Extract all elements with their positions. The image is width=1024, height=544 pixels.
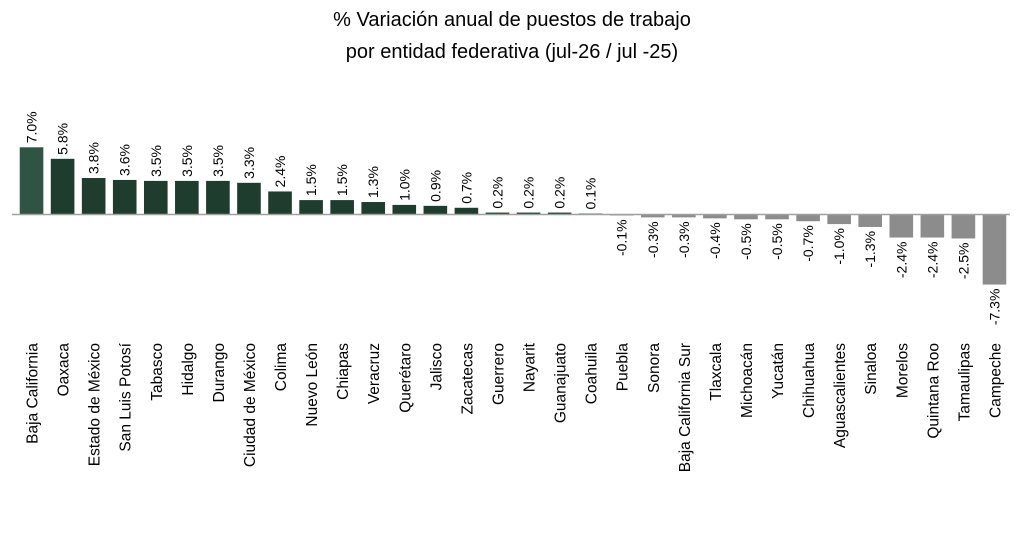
category-label: Tabasco	[149, 343, 166, 401]
data-label: 1.5%	[303, 164, 319, 196]
bar	[951, 214, 976, 239]
category-label: Sonora	[646, 343, 663, 393]
bar	[547, 212, 572, 215]
data-label: 3.6%	[117, 144, 133, 176]
data-label: 2.4%	[272, 156, 288, 188]
category-label: Yucatán	[770, 343, 787, 399]
category-label: Durango	[211, 343, 228, 402]
bar	[299, 200, 323, 215]
data-label: 0.2%	[552, 177, 568, 209]
bar	[81, 178, 106, 215]
category-label: Tamaulipas	[956, 343, 973, 422]
data-label: -1.0%	[831, 228, 847, 265]
category-label: Estado de México	[87, 343, 104, 466]
bar	[361, 202, 386, 215]
category-label: Morelos	[894, 343, 911, 398]
data-label: -2.5%	[955, 243, 971, 280]
data-label: 3.5%	[179, 145, 195, 177]
category-label: San Luis Potosí	[118, 342, 135, 451]
category-label: Aguascalientes	[832, 343, 849, 448]
chart-title-line-2: por entidad federativa (jul-26 / jul -25…	[345, 41, 679, 63]
bar	[330, 200, 354, 215]
bar	[796, 214, 820, 222]
bar	[516, 212, 541, 215]
bar	[485, 212, 510, 215]
data-label: 3.5%	[148, 145, 164, 177]
data-label: 3.5%	[210, 145, 226, 177]
category-label: Sinaloa	[863, 343, 880, 395]
data-label: -2.4%	[893, 242, 909, 279]
category-label: Guerrero	[490, 343, 507, 405]
data-label: -0.3%	[676, 221, 692, 258]
category-label: Baja California	[25, 343, 42, 444]
category-label: Veracruz	[366, 343, 383, 404]
category-label: Nuevo León	[304, 343, 321, 427]
bar	[423, 205, 448, 215]
data-label: -2.4%	[924, 242, 940, 279]
bar	[392, 204, 417, 215]
category-label: Guanajuato	[553, 343, 570, 423]
data-label: -0.3%	[645, 221, 661, 258]
category-label: Baja California Sur	[677, 343, 694, 472]
data-label: 3.3%	[241, 147, 257, 179]
bar	[765, 214, 789, 220]
category-label: Querétaro	[397, 343, 414, 413]
data-label: -1.3%	[862, 231, 878, 268]
data-label: -0.1%	[614, 219, 630, 256]
category-label: Michoacán	[739, 343, 756, 418]
bar	[734, 214, 758, 220]
bar	[112, 179, 137, 215]
bar	[143, 180, 168, 215]
bar	[206, 180, 230, 215]
bar	[175, 180, 199, 215]
bar	[672, 214, 696, 218]
category-label: Zacatecas	[459, 343, 476, 415]
data-label: -0.5%	[769, 223, 785, 260]
data-label: 0.1%	[583, 178, 599, 210]
bar	[237, 182, 261, 215]
category-label: Nayarit	[522, 342, 539, 392]
bar	[858, 214, 883, 227]
data-label: 7.0%	[24, 111, 40, 143]
category-label: Chiapas	[335, 343, 352, 400]
category-label: Tlaxcala	[708, 343, 725, 401]
category-label: Ciudad de México	[242, 343, 259, 467]
category-label: Jalisco	[428, 343, 445, 390]
data-label: 0.2%	[521, 177, 537, 209]
data-label: 0.7%	[458, 172, 474, 204]
chart-title-line-1: % Variación anual de puestos de trabajo	[333, 9, 691, 31]
category-label: Coahuila	[584, 343, 601, 405]
data-label: 1.0%	[396, 169, 412, 201]
bar	[268, 191, 292, 215]
category-label: Hidalgo	[180, 343, 197, 396]
bar	[703, 214, 727, 219]
bar	[889, 214, 914, 238]
data-label: 1.3%	[365, 166, 381, 198]
data-label: -7.3%	[986, 289, 1002, 326]
category-label: Campeche	[987, 343, 1004, 418]
bar	[640, 214, 665, 218]
bar	[50, 158, 75, 215]
category-label: Colima	[273, 343, 290, 392]
data-label: 0.9%	[427, 170, 443, 202]
category-label: Chihuahua	[801, 343, 818, 418]
data-label: 5.8%	[55, 123, 71, 155]
data-label: -0.5%	[738, 223, 754, 260]
bar	[827, 214, 851, 225]
bar	[920, 214, 945, 238]
category-label: Quintana Roo	[925, 343, 942, 439]
data-label: 0.2%	[489, 177, 505, 209]
category-label: Puebla	[615, 343, 632, 392]
bar	[982, 214, 1007, 285]
bar	[19, 147, 44, 215]
data-label: 1.5%	[334, 164, 350, 196]
category-label: Oaxaca	[56, 343, 73, 397]
bar	[454, 207, 479, 215]
data-label: -0.7%	[800, 225, 816, 262]
data-label: 3.8%	[86, 142, 102, 174]
data-label: -0.4%	[707, 222, 723, 259]
